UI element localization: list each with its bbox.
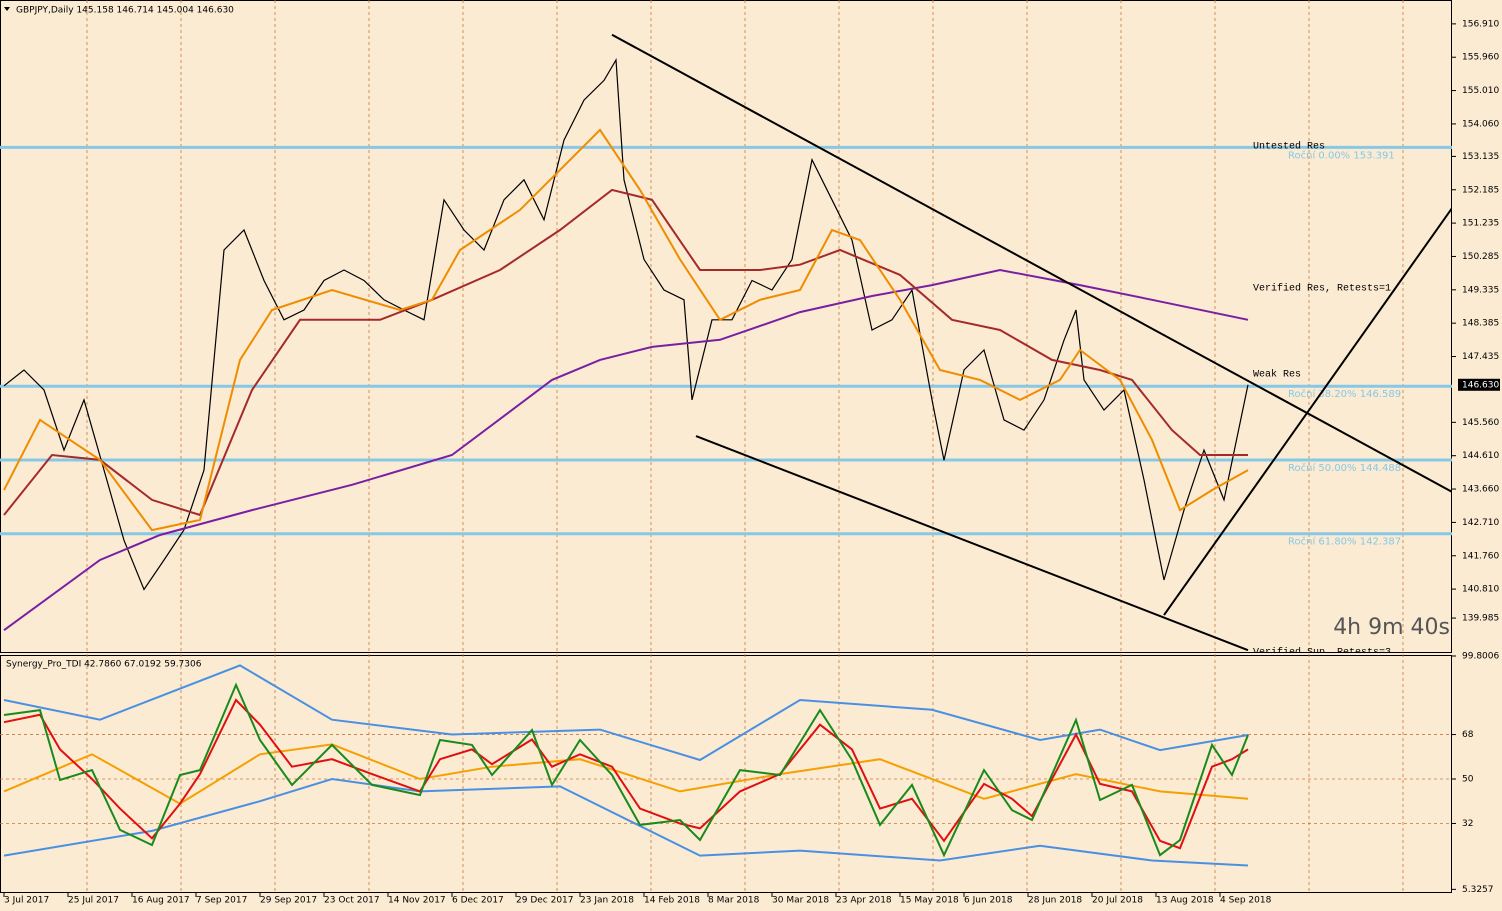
series-line: [3, 128, 1249, 532]
y-tick-label: 149.335: [1462, 285, 1499, 295]
y-tick-label: 5.3257: [1462, 885, 1494, 895]
x-tick-label: 20 Jul 2018: [1092, 896, 1143, 906]
x-tick-label: 30 Mar 2018: [772, 896, 829, 906]
x-tick-label: 15 May 2018: [900, 896, 959, 906]
x-tick-label: 3 Jul 2017: [4, 896, 49, 906]
y-tick-label: 142.710: [1462, 518, 1499, 528]
main-plot: Roční 0.00% 153.391 Roční 38.20% 146.589 R…: [0, 33, 1452, 659]
last-price-label: 146.630: [1462, 380, 1499, 390]
y-tick-label: 141.760: [1462, 551, 1499, 561]
menu-arrow[interactable]: [4, 7, 10, 11]
series-line: [3, 743, 1249, 805]
y-tick-label: 153.135: [1462, 152, 1499, 162]
indicator-title: Synergy_Pro_TDI 42.7860 67.0192 59.7306: [6, 660, 202, 670]
series-line: [3, 698, 1249, 850]
series-line: [3, 664, 1249, 762]
x-tick-label: 23 Oct 2017: [324, 896, 380, 906]
x-tick-label: 6 Jun 2018: [964, 896, 1013, 906]
annotation: Untested Res: [1253, 141, 1325, 153]
series-line: [3, 268, 1249, 632]
annotation: Weak Res: [1253, 369, 1301, 381]
series-line: [3, 777, 1249, 867]
y-tick-label: 145.560: [1462, 418, 1499, 428]
x-tick-label: 7 Sep 2017: [196, 896, 247, 906]
series-line: [3, 58, 1249, 591]
y-tick-label: 50: [1462, 775, 1474, 785]
annotation: 4h 9m 40s: [1333, 615, 1450, 640]
y-tick-label: 155.960: [1462, 53, 1499, 63]
x-tick-label: 13 Aug 2018: [1156, 896, 1214, 906]
chart-title: GBPJPY,Daily 145.158 146.714 145.004 146…: [16, 6, 234, 16]
trendline: [611, 33, 1452, 493]
annotation: Verified Res, Retests=1: [1253, 283, 1391, 295]
x-tick-label: 29 Sep 2017: [260, 896, 317, 906]
indicator-panel-frame: [0, 655, 1452, 893]
fibo-level-label: Roční 61.80% 142.387: [1288, 536, 1401, 548]
x-tick-label: 14 Feb 2018: [644, 896, 700, 906]
x-tick-label: 23 Jan 2018: [580, 896, 634, 906]
x-tick-label: 25 Jul 2017: [68, 896, 119, 906]
trendline: [1163, 207, 1452, 616]
x-tick-label: 29 Dec 2017: [516, 896, 574, 906]
fibo-level-label: Roční 50.00% 144.488: [1288, 462, 1401, 474]
y-tick-label: 151.235: [1462, 219, 1499, 229]
y-tick-label: 140.810: [1462, 585, 1499, 595]
fibo-level-label: Roční 38.20% 146.589: [1288, 388, 1401, 400]
y-tick-label: 152.185: [1462, 185, 1499, 195]
y-tick-label: 150.285: [1462, 252, 1499, 262]
annotation: Verified Sup, Retests=3: [1253, 647, 1391, 659]
x-tick-label: 6 Dec 2017: [452, 896, 504, 906]
y-tick-label: 148.385: [1462, 319, 1499, 329]
axes: 156.910 155.960 155.010 154.060 153.135 152.1…: [3, 19, 1500, 906]
x-tick-label: 4 Sep 2018: [1220, 896, 1272, 906]
x-tick-label: 8 Mar 2018: [708, 896, 760, 906]
y-tick-label: 139.985: [1462, 614, 1499, 624]
x-tick-label: 14 Nov 2017: [388, 896, 446, 906]
trendline: [695, 435, 1249, 652]
last-price-box: [1458, 378, 1500, 391]
main-panel-frame: [0, 0, 1452, 653]
y-tick-label: 154.060: [1462, 119, 1499, 129]
y-tick-label: 147.435: [1462, 352, 1499, 362]
x-tick-label: 28 Jun 2018: [1028, 896, 1082, 906]
fibo-level-label: Roční 0.00% 153.391: [1288, 149, 1395, 161]
x-tick-label: 23 Apr 2018: [836, 896, 892, 906]
y-tick-label: 143.660: [1462, 485, 1499, 495]
x-tick-label: 16 Aug 2017: [132, 896, 190, 906]
series-line: [3, 682, 1249, 858]
y-tick-label: 68: [1462, 730, 1474, 740]
y-tick-label: 144.610: [1462, 451, 1499, 461]
series-line: [3, 188, 1248, 517]
y-tick-label: 99.8006: [1462, 651, 1499, 661]
y-tick-label: 32: [1462, 819, 1473, 829]
y-tick-label: 156.910: [1462, 19, 1499, 29]
y-tick-label: 155.010: [1462, 86, 1499, 96]
indicator-plot: [0, 664, 1452, 867]
